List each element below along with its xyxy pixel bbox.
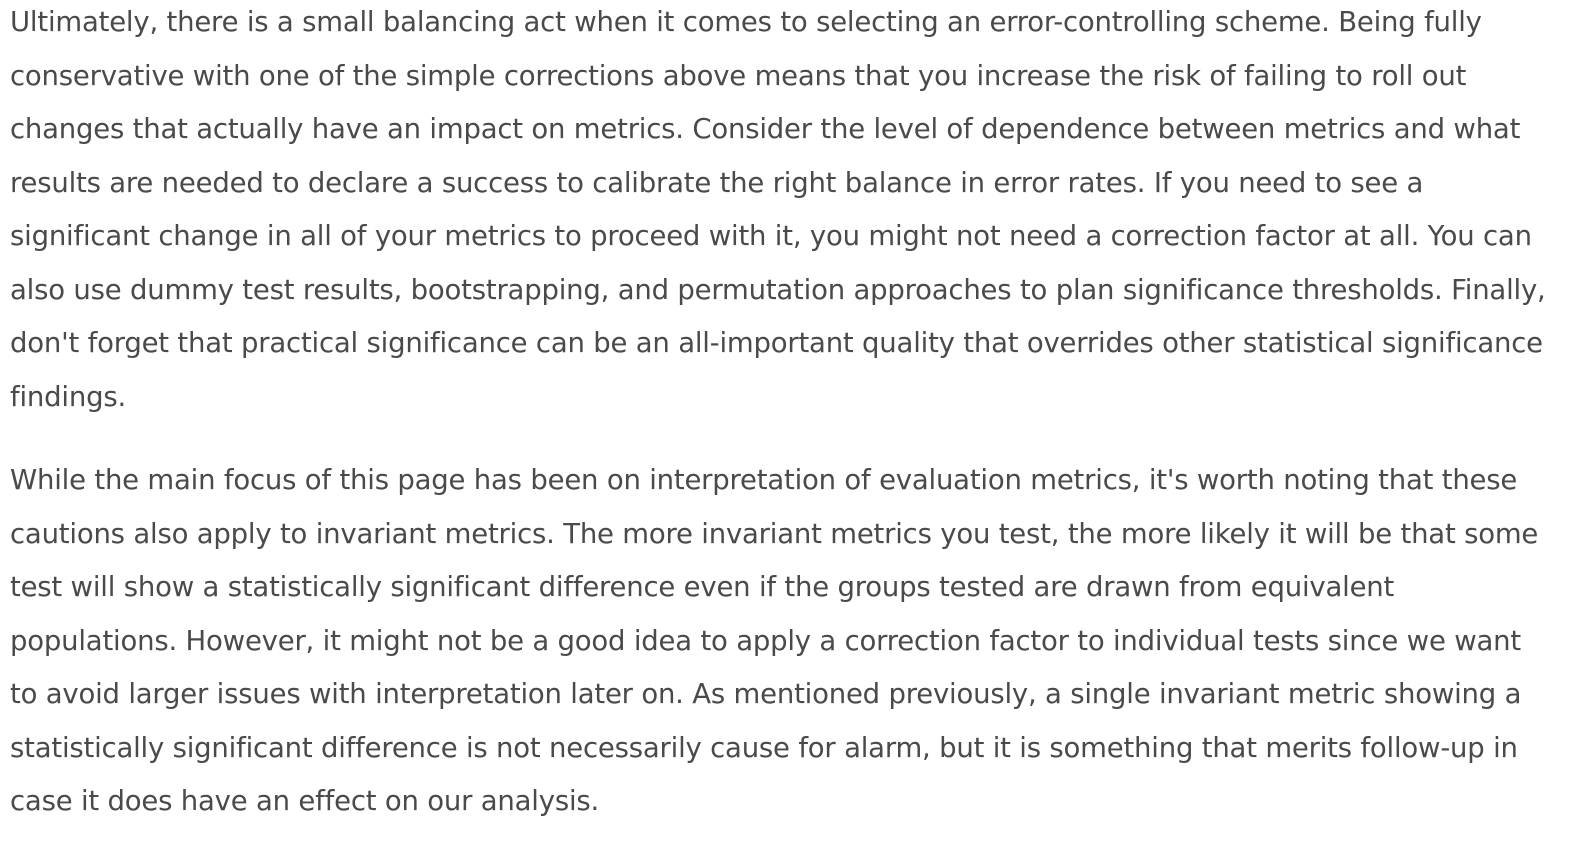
paragraph-invariant-metrics: While the main focus of this page has be… (10, 464, 1539, 817)
paragraph-error-control: Ultimately, there is a small balancing a… (10, 6, 1546, 413)
